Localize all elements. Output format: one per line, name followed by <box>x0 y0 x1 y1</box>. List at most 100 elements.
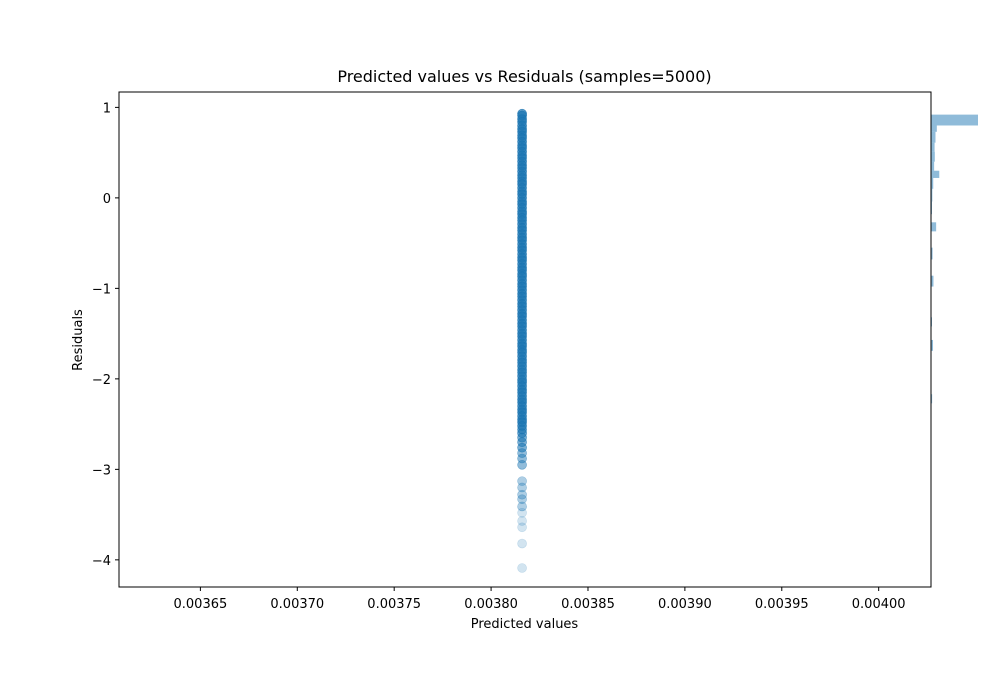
x-tick-label: 0.00365 <box>174 597 228 612</box>
data-point <box>517 249 527 259</box>
data-point <box>517 387 527 398</box>
data-point <box>517 133 527 143</box>
data-point <box>517 428 527 438</box>
data-point <box>517 110 527 121</box>
data-point <box>517 338 527 349</box>
data-point <box>517 110 527 121</box>
data-point <box>517 424 527 435</box>
data-point <box>517 391 527 401</box>
data-point <box>517 242 527 253</box>
data-point <box>517 397 527 408</box>
y-axis-label: Residuals <box>71 309 86 371</box>
data-point <box>517 153 527 163</box>
data-point <box>517 255 527 266</box>
data-point <box>517 345 527 355</box>
data-point <box>517 401 527 411</box>
data-point <box>517 347 527 358</box>
data-point <box>517 285 527 295</box>
data-point <box>517 186 527 197</box>
data-point <box>517 265 527 276</box>
data-point <box>517 351 527 362</box>
data-point <box>517 114 527 124</box>
data-point <box>517 235 527 246</box>
data-point <box>517 186 527 197</box>
data-point <box>517 245 527 256</box>
data-point <box>517 136 527 147</box>
data-point <box>517 301 527 312</box>
data-point <box>517 394 527 405</box>
data-point <box>517 381 527 391</box>
data-point <box>517 262 527 273</box>
data-point <box>517 355 527 365</box>
data-point <box>517 262 527 273</box>
data-point <box>517 186 527 197</box>
data-point <box>517 365 527 375</box>
data-point <box>517 215 527 226</box>
data-point <box>517 255 527 266</box>
data-point <box>517 377 527 388</box>
data-point <box>517 232 527 243</box>
data-point <box>517 143 527 153</box>
data-point <box>517 460 527 470</box>
data-point <box>517 176 527 187</box>
histogram-bar <box>931 275 934 287</box>
data-point <box>517 130 527 141</box>
data-point <box>517 417 527 428</box>
data-point <box>517 196 527 207</box>
data-point <box>517 482 527 493</box>
data-point <box>517 442 527 453</box>
data-point <box>517 117 527 127</box>
data-point <box>517 127 527 137</box>
data-point <box>517 232 527 243</box>
data-point <box>517 160 527 171</box>
data-point <box>517 295 527 305</box>
data-point <box>517 401 527 411</box>
x-tick-label: 0.00385 <box>561 597 615 612</box>
data-point <box>517 183 527 193</box>
data-point <box>517 232 527 243</box>
data-point <box>517 401 527 411</box>
data-point <box>517 150 527 161</box>
data-point <box>517 401 527 411</box>
data-point <box>517 193 527 203</box>
data-point <box>517 301 527 312</box>
data-point <box>517 325 527 335</box>
data-point <box>517 381 527 391</box>
data-point <box>517 206 527 217</box>
data-point <box>517 279 527 289</box>
data-point <box>517 367 527 378</box>
data-point <box>517 275 527 286</box>
data-point <box>517 357 527 368</box>
data-point <box>517 219 527 229</box>
y-tick-label: −3 <box>92 463 111 478</box>
data-point <box>517 262 527 273</box>
data-point <box>517 424 527 435</box>
data-point <box>517 281 527 292</box>
data-point <box>517 381 527 391</box>
data-point <box>517 437 527 448</box>
data-point <box>517 387 527 398</box>
data-point <box>517 345 527 355</box>
y-tick-label: −4 <box>92 554 111 569</box>
data-point <box>517 331 527 342</box>
data-point <box>517 397 527 408</box>
histogram-bar <box>931 177 934 189</box>
data-point <box>517 404 527 415</box>
data-point <box>517 271 527 282</box>
data-point <box>517 143 527 153</box>
data-point <box>517 189 527 200</box>
data-point <box>517 114 527 124</box>
data-point <box>517 563 527 573</box>
data-point <box>517 295 527 305</box>
data-point <box>517 136 527 147</box>
data-point <box>517 318 527 329</box>
data-point <box>517 160 527 171</box>
data-point <box>517 391 527 401</box>
data-point <box>517 140 527 151</box>
data-point <box>517 321 527 332</box>
data-point <box>517 414 527 425</box>
data-point <box>517 404 527 415</box>
data-point <box>517 179 527 190</box>
data-point <box>517 308 527 319</box>
data-point <box>517 252 527 263</box>
